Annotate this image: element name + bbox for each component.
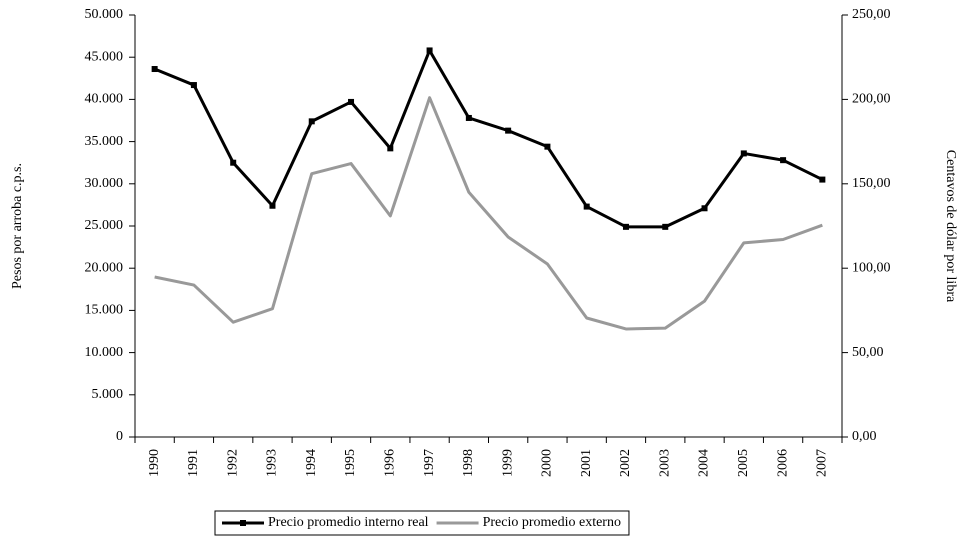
legend-box (214, 510, 630, 536)
y-tick-label: 50.000 (85, 7, 124, 22)
marker (269, 202, 276, 209)
x-tick-label: 1992 (225, 449, 240, 477)
marker (701, 205, 708, 212)
y-tick-label: 0 (116, 429, 123, 444)
y-tick-label: 5.000 (92, 387, 124, 402)
marker (622, 223, 629, 230)
marker (583, 203, 590, 210)
marker (740, 150, 747, 157)
x-tick-label: 1995 (343, 449, 358, 477)
y-tick-label: 15.000 (85, 303, 124, 318)
line-series (154, 96, 823, 331)
y-tick-label: 30.000 (85, 176, 124, 191)
y2-tick-label: 0,00 (852, 429, 877, 444)
marker (230, 159, 237, 166)
x-tick-label: 2003 (657, 449, 672, 477)
y-tick-label: 45.000 (85, 49, 124, 64)
legend-marker (240, 520, 246, 526)
legend: Precio promedio interno real Precio prome… (214, 510, 630, 536)
marker (387, 145, 394, 152)
x-tick-label: 2002 (618, 449, 633, 477)
x-tick-label: 2004 (697, 449, 712, 477)
x-tick-label: 1994 (304, 449, 319, 477)
x-tick-label: 2005 (736, 449, 751, 477)
y2-tick-label: 150,00 (852, 176, 891, 191)
y2-tick-label: 100,00 (852, 260, 891, 275)
y2-axis-title: Centavos de dólar por libra (943, 150, 958, 303)
marker (780, 157, 787, 164)
y-tick-label: 25.000 (85, 218, 124, 233)
marker (190, 82, 197, 89)
marker (308, 118, 315, 125)
y-axis-title: Pesos por arroba c.p.s. (10, 163, 25, 289)
marker (544, 143, 551, 150)
marker (662, 223, 669, 230)
x-tick-label: 1991 (186, 449, 201, 477)
marker (151, 66, 158, 73)
y-tick-label: 35.000 (85, 134, 124, 149)
legend-label: Precio promedio interno real (268, 515, 429, 530)
marker (465, 114, 472, 121)
marker (426, 47, 433, 54)
marker (505, 127, 512, 134)
y-tick-label: 10.000 (85, 345, 124, 360)
y2-tick-label: 200,00 (852, 92, 891, 107)
x-tick-label: 1998 (461, 449, 476, 477)
x-tick-label: 1990 (147, 449, 162, 477)
y2-tick-label: 50,00 (852, 345, 884, 360)
x-tick-label: 1993 (265, 449, 280, 477)
marker (348, 98, 355, 105)
y-tick-label: 40.000 (85, 92, 124, 107)
x-tick-label: 1997 (422, 449, 437, 477)
x-tick-label: 2006 (775, 449, 790, 477)
x-tick-label: 2007 (815, 449, 830, 477)
x-tick-label: 1999 (500, 449, 515, 477)
x-tick-label: 2000 (540, 449, 555, 477)
line-series (154, 48, 824, 229)
y2-tick-label: 250,00 (852, 7, 891, 22)
marker (819, 176, 826, 183)
y-tick-label: 20.000 (85, 260, 124, 275)
x-tick-label: 2001 (579, 449, 594, 477)
legend-label: Precio promedio externo (483, 515, 621, 530)
x-tick-label: 1996 (383, 449, 398, 477)
